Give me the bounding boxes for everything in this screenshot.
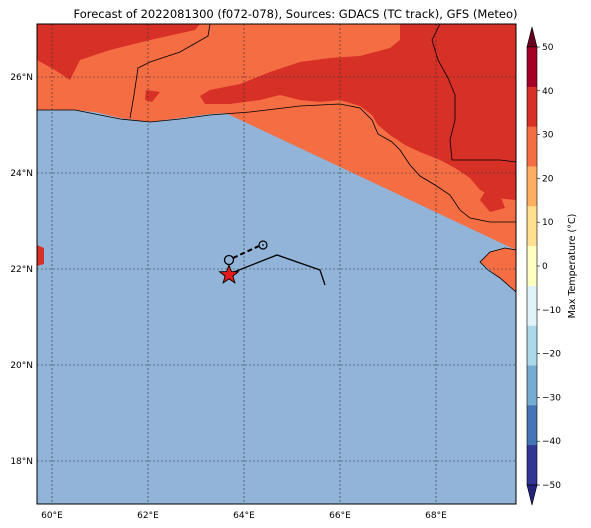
colorbar-tick-label: 50 [542,43,554,53]
colorbar-tick-label: −50 [542,481,561,491]
lat-tick-label: 20°N [10,361,33,371]
coastline [37,103,516,223]
tc-track-dashed [232,245,260,259]
map-title: Forecast of 2022081300 (f072-078), Sourc… [73,7,518,21]
colorbar-tick-label: −10 [542,306,561,316]
lat-tick-label: 22°N [10,265,33,275]
land-hot [37,24,200,80]
colorbar-extend-bottom [526,484,538,506]
colorbar-band [527,246,537,287]
lon-ticks: 60°E 62°E 64°E 66°E 68°E [41,511,447,521]
colorbar-tick-label: 0 [542,262,548,272]
lon-tick-label: 64°E [233,511,255,521]
colorbar-band [527,47,537,88]
map-area [37,24,516,504]
lon-tick-label: 60°E [41,511,63,521]
land-hot [480,190,505,212]
land-hot [200,24,516,200]
colorbar-band [527,206,537,247]
colorbar-band [527,405,537,446]
colorbar-extend-top [526,26,538,48]
colorbar-band [527,325,537,367]
tc-circle-icon [258,240,268,250]
colorbar-tick-label: 40 [542,87,554,97]
country-border [129,24,211,119]
tc-track-line [228,254,326,286]
lon-tick-label: 68°E [425,511,447,521]
colorbar-tick-label: 10 [542,218,554,228]
colorbar-band [527,166,537,207]
land-hot [145,90,160,102]
lon-tick-label: 66°E [329,511,351,521]
lat-tick-label: 26°N [10,73,33,83]
colorbar-tick-label: −30 [542,393,561,403]
coastline [479,247,516,293]
land-hot [37,245,44,266]
colorbar-tick-label: −40 [542,437,561,447]
graticule [37,24,516,504]
lat-ticks: 26°N 24°N 22°N 20°N 18°N [10,73,33,467]
colorbar-band [527,365,537,406]
storm-star-icon [218,263,240,284]
colorbar-tick-label: −20 [542,350,561,360]
lat-tick-label: 18°N [10,457,33,467]
colorbar-band [527,445,537,486]
colorbar-tick-label: 30 [542,131,554,141]
colorbar-band [527,86,537,128]
colorbar-band [527,285,537,327]
map-frame [36,23,517,505]
colorbar-band [527,126,537,167]
colorbar-tick-label: 20 [542,174,554,184]
colorbar: Max Temperature (°C) 50 40 30 20 10 0 −10 −20 −3… [526,26,578,506]
lat-tick-label: 24°N [10,169,33,179]
lon-tick-label: 62°E [137,511,159,521]
colorbar-label: Max Temperature (°C) [567,214,578,319]
